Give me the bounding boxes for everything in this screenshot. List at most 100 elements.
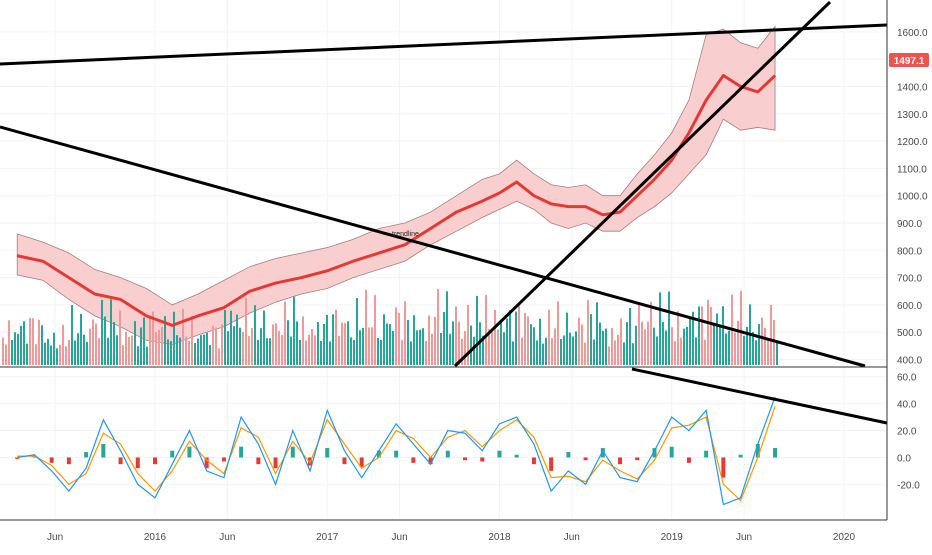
histogram-bar	[652, 448, 657, 458]
volume-bar	[575, 331, 577, 365]
price-point	[722, 75, 724, 77]
volume-bar	[245, 298, 247, 365]
histogram-bar	[686, 457, 691, 463]
price-point	[352, 260, 354, 262]
histogram-bar	[428, 457, 433, 465]
price-point	[223, 307, 225, 309]
macd-line	[17, 396, 776, 506]
volume-bar	[746, 326, 748, 365]
volume-bar	[221, 324, 223, 365]
volume-bar	[671, 327, 673, 365]
volume-bar	[572, 336, 574, 365]
volume-bar	[449, 333, 451, 365]
volume-bar	[413, 315, 415, 365]
volume-bar	[452, 321, 454, 365]
volume-bar	[401, 340, 403, 365]
volume-bar	[596, 302, 598, 365]
histogram-bar	[635, 457, 640, 461]
volume-bar	[776, 341, 778, 365]
volume-bar	[26, 343, 28, 365]
histogram-bar	[600, 448, 605, 458]
volume-bar	[500, 321, 502, 365]
volume-bar	[494, 309, 496, 365]
volume-bar	[365, 289, 367, 365]
volume-bar	[308, 334, 310, 365]
histogram-bar	[669, 446, 674, 458]
volume-bar	[569, 332, 571, 365]
volume-bar	[539, 318, 541, 365]
volume-bar	[503, 332, 505, 365]
volume-bar	[260, 328, 262, 365]
volume-bar	[179, 337, 181, 365]
volume-bar	[593, 339, 595, 365]
volume-bar	[512, 341, 514, 365]
price-point	[455, 211, 457, 213]
price-point	[516, 181, 518, 183]
volume-bar	[434, 316, 436, 365]
volume-bar	[398, 312, 400, 365]
volume-bar	[524, 312, 526, 365]
volume-bar	[254, 305, 256, 365]
volume-bar	[266, 338, 268, 365]
time-tick-label: Jun	[392, 532, 408, 543]
histogram-bar	[497, 450, 502, 458]
volume-bar	[485, 295, 487, 365]
volume-bar	[599, 322, 601, 365]
volume-bar	[122, 345, 124, 365]
last-price-label: 1497.1	[894, 56, 925, 67]
volume-bar	[656, 336, 658, 365]
volume-bar	[425, 341, 427, 365]
volume-bar	[239, 327, 241, 365]
price-series-line	[16, 74, 777, 327]
volume-bar	[536, 340, 538, 365]
volume-bar	[212, 325, 214, 365]
histogram-bar	[394, 450, 399, 458]
volume-bar	[737, 320, 739, 365]
price-point	[16, 255, 18, 257]
volume-bar	[773, 320, 775, 365]
histogram-bar	[221, 457, 226, 462]
volume-bar	[125, 331, 127, 365]
price-tick-label: 800.0	[897, 246, 922, 257]
volume-bar	[482, 335, 484, 365]
volume-bar	[23, 321, 25, 365]
histogram-bar	[153, 457, 158, 465]
volume-bar	[350, 337, 352, 365]
histogram-bar	[204, 457, 209, 469]
volume-bar	[389, 324, 391, 365]
volume-bar	[146, 346, 148, 365]
histogram-bar	[325, 448, 330, 458]
volume-bar	[200, 335, 202, 365]
volume-bar	[590, 314, 592, 365]
trendline-annotation: trendline	[392, 231, 419, 238]
oscillator-layer	[15, 396, 778, 506]
volume-bar	[71, 305, 73, 365]
histogram-bar	[239, 446, 244, 458]
volume-bar	[527, 316, 529, 365]
volume-bar	[35, 344, 37, 365]
volume-bar	[275, 323, 277, 365]
volume-bar	[86, 341, 88, 365]
price-point	[378, 252, 380, 254]
histogram-bar	[66, 457, 71, 465]
volume-bar	[392, 331, 394, 365]
price-tick-label: 500.0	[897, 328, 922, 339]
volume-bar	[470, 325, 472, 365]
bollinger-band	[16, 25, 776, 345]
price-point	[275, 282, 277, 284]
time-tick-label: Jun	[736, 532, 752, 543]
histogram-bar	[342, 457, 347, 465]
volume-bar	[692, 311, 694, 365]
price-tick-label: 1000.0	[897, 192, 928, 203]
volume-bar	[623, 342, 625, 365]
volume-bar	[335, 309, 337, 365]
volume-bar	[761, 317, 763, 365]
price-point	[653, 178, 655, 180]
price-point	[688, 132, 690, 134]
trend-layer	[0, 0, 888, 425]
volume-bar	[431, 333, 433, 365]
volume-bar	[248, 336, 250, 365]
volume-bar	[191, 315, 193, 365]
histogram-bar	[290, 446, 295, 458]
